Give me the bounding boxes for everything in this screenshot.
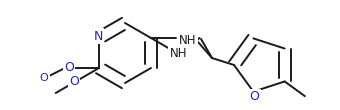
Text: NH: NH	[169, 47, 187, 60]
Text: O: O	[69, 74, 79, 87]
Text: NH: NH	[179, 34, 197, 47]
Text: O: O	[40, 73, 48, 83]
Text: O: O	[64, 61, 74, 73]
Text: N: N	[94, 29, 103, 42]
Text: O: O	[250, 90, 259, 103]
